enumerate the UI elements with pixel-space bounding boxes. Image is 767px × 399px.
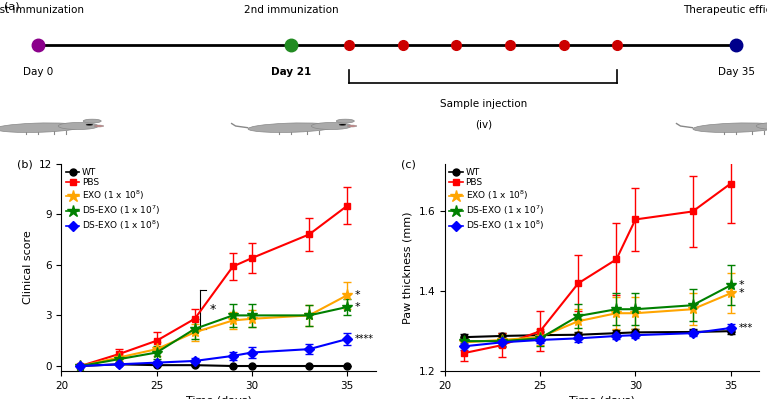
Text: *: * — [739, 288, 744, 298]
Text: (iv): (iv) — [475, 120, 492, 130]
Text: (b): (b) — [18, 160, 33, 170]
Text: Day 21: Day 21 — [272, 67, 311, 77]
Text: 1st immunization: 1st immunization — [0, 5, 84, 15]
Circle shape — [347, 125, 357, 127]
X-axis label: Time (days): Time (days) — [569, 396, 635, 399]
Circle shape — [86, 124, 93, 126]
Text: 2nd immunization: 2nd immunization — [244, 5, 339, 15]
Text: ****: **** — [355, 334, 374, 344]
X-axis label: Time (days): Time (days) — [186, 396, 252, 399]
Legend: WT, PBS, EXO (1 x 10$^{8}$), DS-EXO (1 x 10$^{7}$), DS-EXO (1 x 10$^{8}$): WT, PBS, EXO (1 x 10$^{8}$), DS-EXO (1 x… — [66, 168, 160, 232]
Text: *: * — [355, 290, 360, 300]
Circle shape — [94, 125, 104, 127]
Text: *: * — [210, 303, 216, 316]
Text: Day 35: Day 35 — [718, 67, 755, 77]
Text: (c): (c) — [401, 160, 416, 170]
Text: ***: *** — [739, 323, 752, 333]
Ellipse shape — [756, 122, 767, 130]
Ellipse shape — [248, 123, 335, 132]
Ellipse shape — [336, 119, 354, 123]
Text: *: * — [739, 280, 744, 290]
Circle shape — [339, 124, 346, 126]
Y-axis label: Paw thickness (mm): Paw thickness (mm) — [403, 211, 413, 324]
Ellipse shape — [311, 122, 351, 130]
Text: Day 0: Day 0 — [23, 67, 54, 77]
Legend: WT, PBS, EXO (1 x 10$^{8}$), DS-EXO (1 x 10$^{7}$), DS-EXO (1 x 10$^{8}$): WT, PBS, EXO (1 x 10$^{8}$), DS-EXO (1 x… — [449, 168, 544, 232]
Ellipse shape — [83, 119, 101, 123]
Text: Therapeutic efficacy: Therapeutic efficacy — [683, 5, 767, 15]
Y-axis label: Clinical score: Clinical score — [23, 231, 33, 304]
Text: (a): (a) — [4, 2, 19, 12]
Ellipse shape — [0, 123, 82, 132]
Ellipse shape — [58, 122, 98, 130]
Text: Sample injection: Sample injection — [439, 99, 527, 109]
Text: *: * — [355, 302, 360, 312]
Ellipse shape — [693, 123, 767, 132]
